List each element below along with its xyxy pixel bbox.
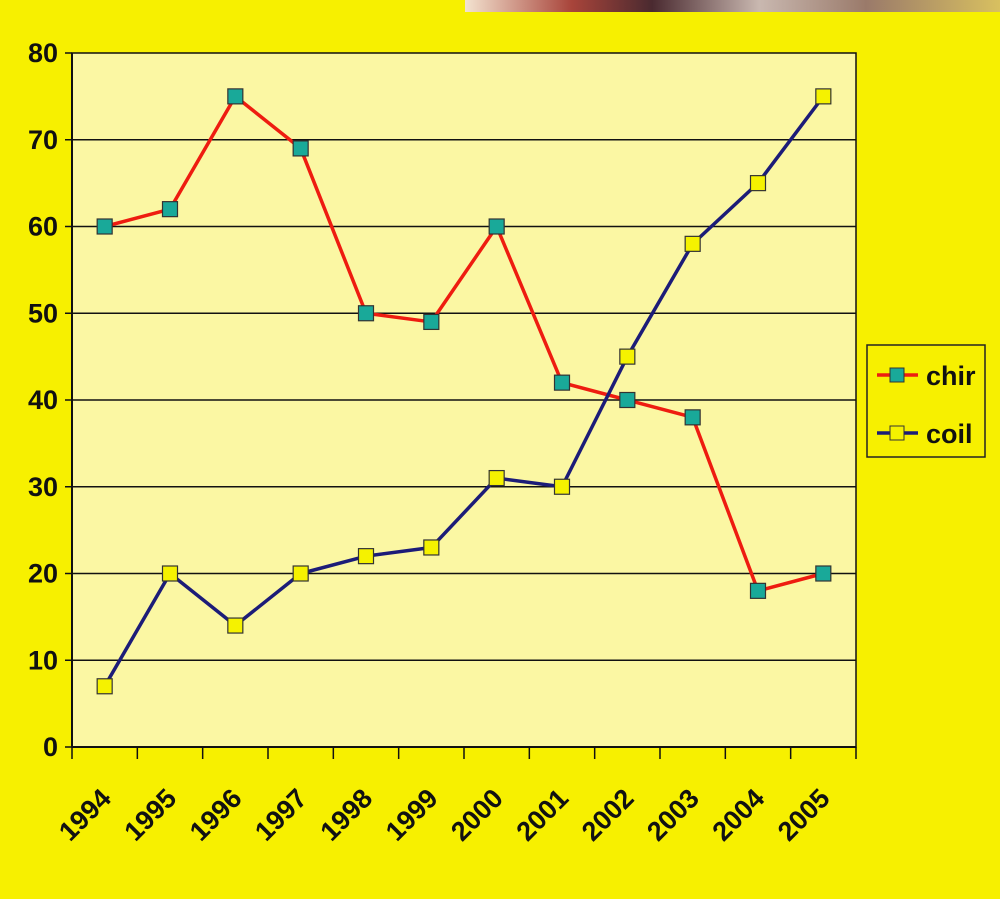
- point-coil-1997: [292, 565, 309, 582]
- y-axis-tick-labels: 0 10 20 30 40 50 60 70 80: [28, 38, 58, 762]
- point-coil-2005: [815, 88, 832, 105]
- point-coil-1994: [96, 678, 113, 695]
- series-line-coil: [103, 95, 825, 688]
- x-tick-label-1994: 1994: [53, 783, 117, 847]
- point-chir-1997: [292, 140, 309, 157]
- legend: chir coil: [866, 344, 986, 458]
- point-chir-1995: [161, 201, 179, 218]
- legend-item-chir: chir: [877, 361, 976, 391]
- point-coil-2002: [619, 348, 636, 365]
- point-coil-1995: [161, 565, 179, 582]
- legend-label-coil: coil: [926, 419, 973, 449]
- y-tick-label-30: 30: [28, 472, 58, 502]
- point-chir-2005: [815, 565, 832, 582]
- x-tick-label-2000: 2000: [445, 783, 509, 847]
- legend-label-chir: chir: [926, 361, 976, 391]
- y-tick-label-50: 50: [28, 298, 58, 328]
- point-coil-2004: [749, 175, 767, 192]
- axes: [65, 52, 857, 759]
- series-layer: [96, 88, 832, 695]
- x-tick-label-2004: 2004: [707, 783, 771, 847]
- y-tick-label-20: 20: [28, 559, 58, 589]
- x-tick-label-1995: 1995: [119, 783, 183, 847]
- legend-marker-coil: [889, 425, 905, 441]
- y-tick-label-0: 0: [43, 732, 58, 762]
- point-coil-2003: [684, 235, 701, 252]
- point-chir-1998: [357, 305, 375, 322]
- point-coil-1999: [423, 539, 440, 556]
- point-coil-2000: [488, 469, 505, 487]
- point-chir-2001: [553, 374, 571, 391]
- point-coil-1998: [357, 548, 375, 565]
- x-tick-label-2002: 2002: [576, 783, 640, 847]
- point-chir-1996: [227, 88, 244, 105]
- y-tick-label-40: 40: [28, 385, 58, 415]
- point-chir-1999: [423, 313, 440, 331]
- x-tick-label-1997: 1997: [249, 783, 313, 847]
- point-chir-2004: [749, 582, 767, 599]
- x-tick-label-1996: 1996: [184, 783, 248, 847]
- x-tick-label-2001: 2001: [511, 783, 575, 847]
- point-coil-1996: [227, 617, 244, 634]
- point-chir-2000: [488, 218, 505, 235]
- x-tick-label-2005: 2005: [772, 783, 836, 847]
- point-chir-2002: [619, 391, 636, 409]
- legend-item-coil: coil: [877, 419, 973, 449]
- gridlines: [72, 139, 856, 661]
- x-tick-label-2003: 2003: [641, 783, 705, 847]
- x-tick-label-1999: 1999: [380, 783, 444, 847]
- series-coil: [96, 88, 832, 695]
- x-axis-tick-labels: 1994 1995 1996 1997 1998 1999 2000 2001 2002 2003…: [53, 783, 835, 847]
- point-coil-2001: [553, 478, 571, 495]
- point-chir-2003: [684, 409, 701, 426]
- point-chir-1994: [96, 218, 113, 235]
- x-tick-label-1998: 1998: [315, 783, 379, 847]
- series-chir: [96, 88, 832, 599]
- y-tick-label-10: 10: [28, 645, 58, 675]
- y-tick-label-70: 70: [28, 125, 58, 155]
- legend-box: [866, 344, 986, 458]
- y-tick-label-60: 60: [28, 212, 58, 242]
- legend-marker-chir: [889, 367, 905, 383]
- header-photo-strip: [465, 0, 1000, 12]
- y-tick-label-80: 80: [28, 38, 58, 68]
- series-line-chir: [104, 94, 824, 593]
